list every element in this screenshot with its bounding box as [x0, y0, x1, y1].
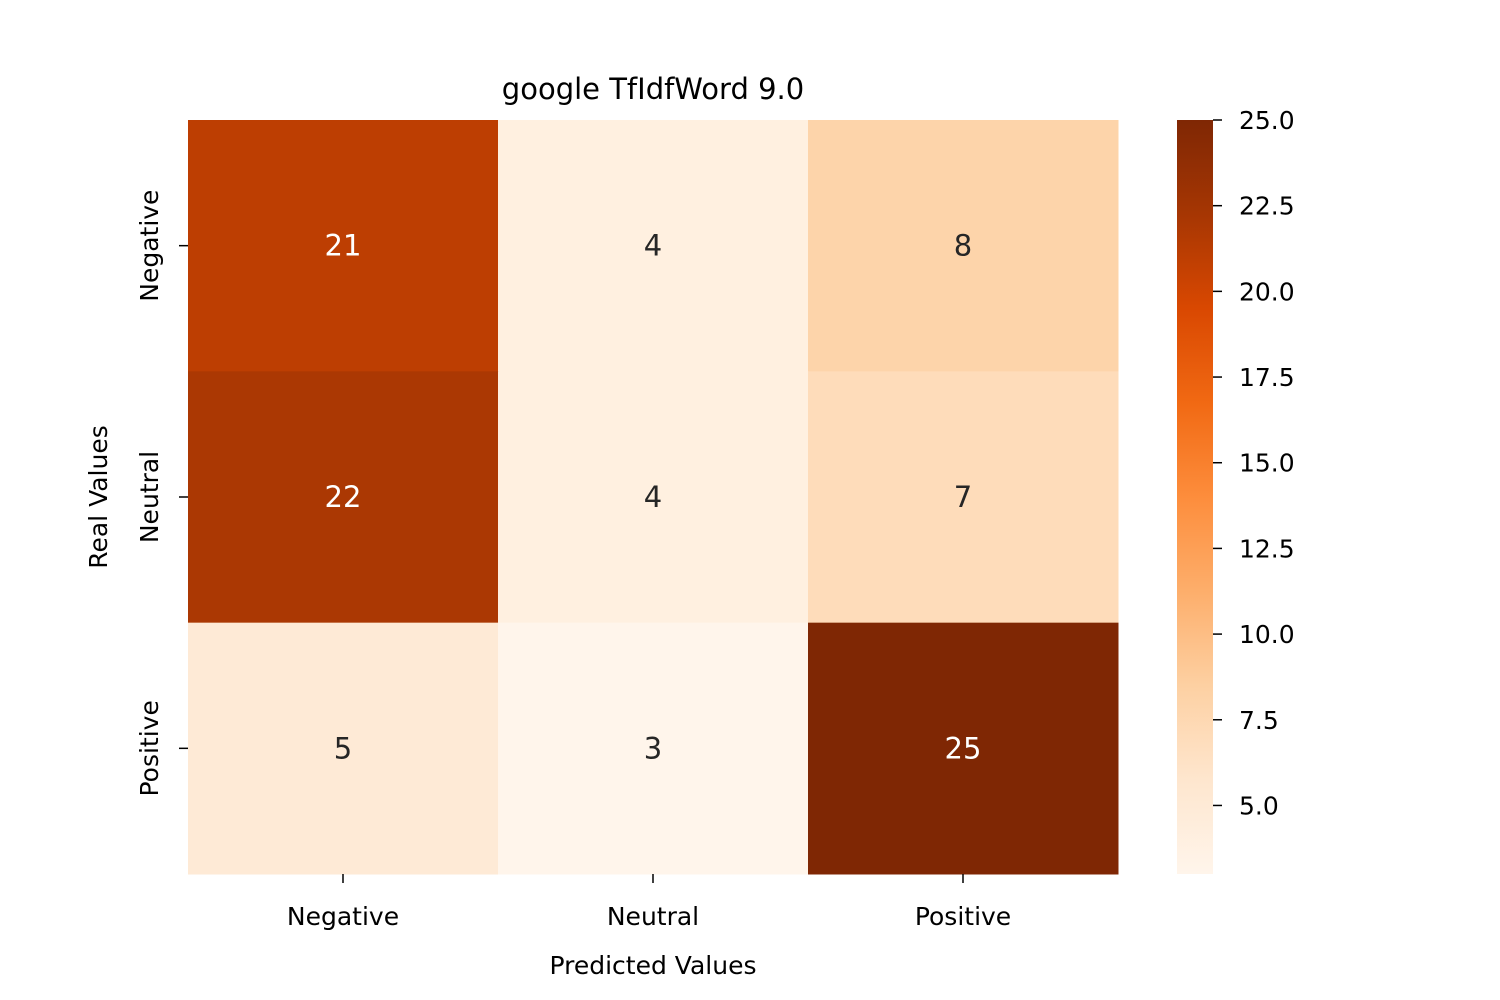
x-tick-label: Negative	[287, 902, 399, 931]
heatmap-cell-r0-c2	[808, 120, 1119, 372]
colorbar-tick-label: 17.5	[1239, 363, 1295, 392]
cell-value-label: 4	[644, 480, 662, 514]
colorbar-tick-label: 25.0	[1239, 106, 1295, 135]
heatmap-cell-r1-c2	[808, 371, 1119, 624]
heatmap-cells	[188, 120, 1119, 875]
colorbar-tick-label: 5.0	[1239, 791, 1279, 820]
cell-value-label: 21	[325, 229, 362, 263]
chart-title: google TfIdfWord 9.0	[502, 72, 804, 106]
y-tick-label: Negative	[135, 190, 164, 302]
heatmap-cell-r1-c0	[188, 371, 499, 624]
cell-value-label: 25	[945, 731, 982, 765]
y-tick-label: Positive	[135, 700, 164, 796]
x-axis: Negative Neutral Positive	[287, 874, 1011, 931]
heatmap-cell-r2-c0	[188, 622, 499, 875]
colorbar-ticks: 5.0 7.5 10.0 12.5 15.0 17.5 20.0 22.5 25.0	[1213, 106, 1295, 820]
y-axis: Negative Neutral Positive	[135, 190, 188, 797]
cell-value-label: 8	[954, 229, 972, 263]
heatmap-cell-r0-c0	[188, 120, 499, 372]
colorbar-tick-label: 20.0	[1239, 277, 1295, 306]
cell-value-label: 4	[644, 229, 662, 263]
x-axis-label: Predicted Values	[550, 951, 757, 980]
colorbar-tick-label: 7.5	[1239, 706, 1279, 735]
x-tick-label: Positive	[915, 902, 1011, 931]
heatmap-cell-r2-c1	[498, 622, 809, 875]
x-tick-label: Neutral	[607, 902, 699, 931]
cell-value-label: 22	[325, 480, 362, 514]
colorbar	[1177, 120, 1213, 874]
heatmap-cell-r2-c2	[808, 622, 1119, 875]
cell-value-label: 3	[644, 731, 662, 765]
heatmap-cell-r0-c1	[498, 120, 809, 372]
heatmap-annotations: 21 4 8 22 4 7 5 3 25	[325, 229, 982, 766]
colorbar-tick-label: 22.5	[1239, 192, 1295, 221]
cell-value-label: 5	[334, 731, 352, 765]
heatmap-cell-r1-c1	[498, 371, 809, 624]
colorbar-tick-label: 10.0	[1239, 620, 1295, 649]
y-axis-label: Real Values	[84, 425, 113, 569]
cell-value-label: 7	[954, 480, 972, 514]
y-tick-label: Neutral	[135, 451, 164, 543]
colorbar-tick-label: 12.5	[1239, 534, 1295, 563]
colorbar-tick-label: 15.0	[1239, 449, 1295, 478]
